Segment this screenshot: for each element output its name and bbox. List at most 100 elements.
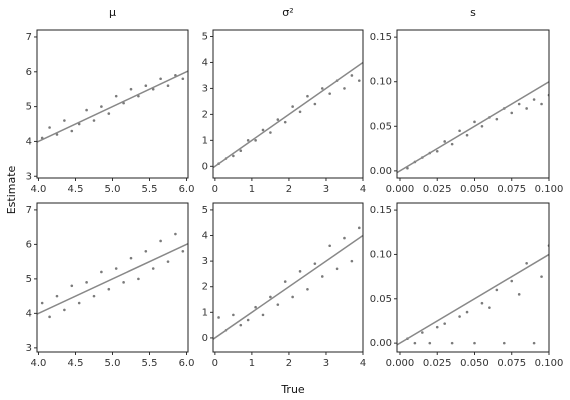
point	[92, 294, 96, 298]
y-tick-label: 2	[202, 109, 208, 120]
point	[443, 322, 446, 325]
point	[540, 102, 543, 106]
identity-line	[213, 234, 363, 340]
panel-title: μ	[109, 6, 116, 19]
point	[313, 102, 317, 106]
y-tick-label: 3	[26, 343, 32, 354]
point	[85, 108, 88, 112]
y-tick-label: 5	[202, 205, 208, 216]
point	[159, 77, 162, 81]
point	[40, 301, 44, 305]
point	[510, 279, 514, 283]
point	[343, 236, 346, 240]
x-tick-label: 4.0	[31, 358, 47, 369]
panel-title: σ²	[282, 6, 293, 19]
x-tick-label: 0.025	[423, 184, 452, 195]
x-tick-label: 4.5	[68, 358, 84, 369]
point	[473, 120, 476, 124]
x-tick-label: 3	[323, 184, 329, 195]
panel: 0.000 0.025 0.050 0.075 0.100 0.00 0.05 0.10 0.1…	[370, 202, 564, 369]
point	[291, 295, 294, 299]
x-tick-label: 2	[286, 358, 292, 369]
point	[129, 256, 133, 260]
point	[428, 341, 432, 345]
x-tick-label: 5.0	[105, 184, 121, 195]
point	[48, 126, 51, 129]
point	[510, 111, 514, 115]
x-tick-label: 0.000	[386, 184, 415, 195]
point	[357, 79, 361, 82]
point	[261, 128, 265, 132]
x-tick-label: 6.0	[179, 184, 195, 195]
point	[159, 239, 162, 243]
point	[313, 262, 317, 265]
point	[480, 124, 484, 128]
x-tick-label: 6.0	[179, 358, 195, 369]
point	[55, 294, 59, 298]
point	[122, 281, 125, 284]
x-tick-label: 0	[212, 358, 218, 369]
point	[137, 277, 140, 281]
identity-line	[37, 243, 188, 315]
y-tick-label: 4	[26, 308, 32, 319]
point	[217, 316, 220, 319]
point	[63, 119, 66, 122]
point	[291, 105, 294, 108]
point	[276, 303, 280, 306]
panel: 4.0 4.5 5.0 5.5 6.0 3 4 5 6 7	[26, 202, 195, 369]
y-tick-label: 0.15	[370, 32, 392, 43]
point	[100, 270, 103, 274]
point	[525, 262, 528, 265]
point	[450, 341, 454, 345]
x-axis-title: True	[280, 383, 305, 396]
point	[254, 305, 257, 309]
point	[232, 154, 235, 158]
y-tick-label: 7	[26, 32, 32, 43]
point	[350, 259, 354, 263]
point	[350, 74, 354, 77]
x-tick-label: 4.0	[31, 184, 47, 195]
x-tick-label: 0.100	[535, 358, 564, 369]
y-tick-label: 4	[202, 231, 208, 242]
x-tick-label: 4.5	[68, 184, 84, 195]
point	[328, 92, 331, 95]
point	[465, 133, 469, 137]
x-tick-label: 0.025	[423, 358, 452, 369]
panel: 0 1 2 3 4 0 1 2 3 4 5	[202, 202, 366, 369]
x-tick-label: 1	[249, 184, 255, 195]
x-tick-label: 4	[360, 358, 366, 369]
point	[413, 341, 417, 345]
point	[320, 275, 324, 278]
point	[435, 149, 439, 153]
x-tick-label: 0.050	[460, 184, 489, 195]
point	[276, 118, 280, 121]
y-tick-label: 6	[26, 67, 32, 78]
point	[246, 318, 250, 322]
point	[298, 110, 302, 114]
x-tick-label: 0.075	[497, 358, 526, 369]
y-tick-label: 5	[26, 102, 32, 113]
x-tick-label: 5.5	[142, 184, 158, 195]
y-tick-label: 0	[202, 333, 208, 344]
x-tick-label: 5.0	[105, 358, 121, 369]
y-tick-label: 0.05	[370, 121, 392, 132]
point	[114, 94, 118, 98]
point	[495, 288, 499, 292]
point	[335, 267, 339, 271]
plot-area	[37, 232, 188, 319]
point	[306, 94, 309, 98]
y-tick-label: 0.00	[370, 166, 392, 177]
identity-line	[397, 253, 549, 346]
x-tick-label: 3	[323, 358, 329, 369]
point	[343, 87, 346, 90]
panel-frame	[212, 29, 364, 179]
point	[129, 87, 133, 91]
y-axis-title: Estimate	[5, 165, 18, 214]
point	[166, 260, 170, 263]
x-tick-label: 0	[212, 184, 218, 195]
y-tick-label: 4	[26, 136, 32, 147]
plot-area	[213, 226, 363, 340]
point	[306, 287, 309, 291]
x-tick-label: 1	[249, 358, 255, 369]
